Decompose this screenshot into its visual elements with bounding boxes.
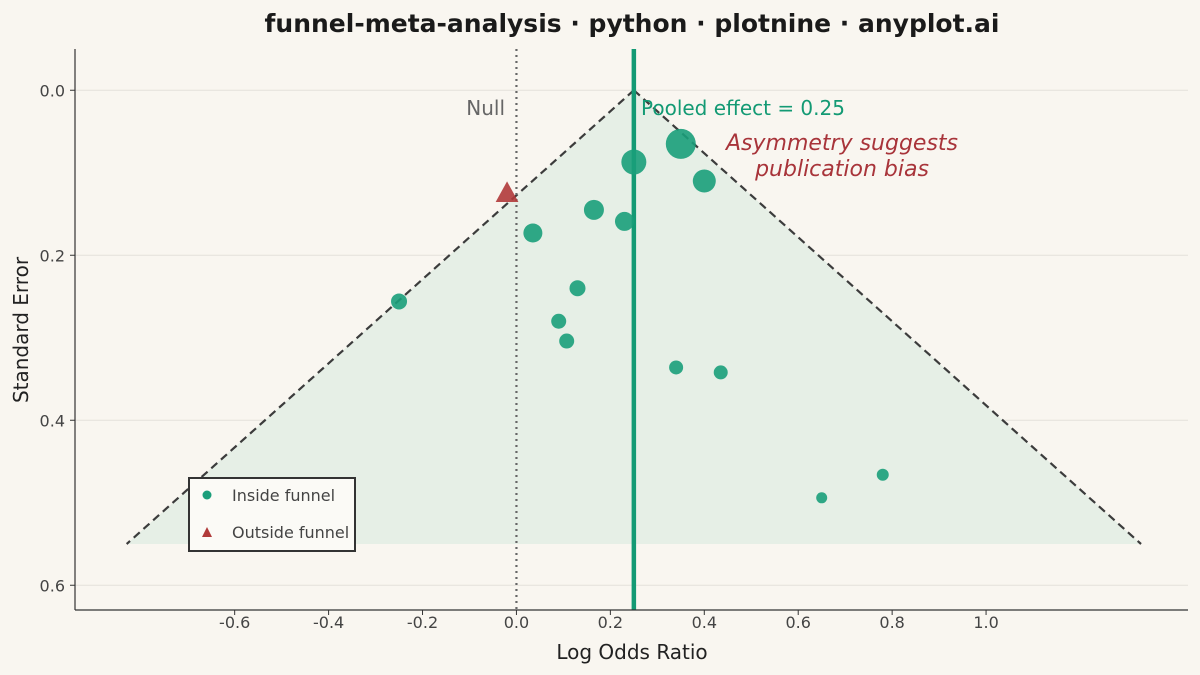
- x-tick-label-4: 0.2: [598, 613, 623, 632]
- x-tick-label-1: -0.4: [313, 613, 344, 632]
- x-tick-label-3: 0.0: [504, 613, 529, 632]
- funnel-left-boundary: [125, 89, 635, 545]
- legend: Inside funnel Outside funnel: [188, 477, 356, 552]
- y-axis-title: Standard Error: [9, 256, 33, 403]
- inside-funnel-point-9: [559, 333, 575, 349]
- inside-funnel-point-11: [713, 365, 728, 380]
- study-points: [391, 128, 889, 504]
- inside-funnel-point-12: [876, 468, 889, 481]
- reference-lines: [515, 49, 637, 610]
- bias-annotation-line-2: publication bias: [754, 157, 929, 182]
- chart-title: funnel-meta-analysis · python · plotnine…: [265, 9, 1000, 38]
- x-tick-label-8: 1.0: [973, 613, 998, 632]
- inside-funnel-point-6: [569, 280, 586, 297]
- x-tick-label-6: 0.6: [785, 613, 810, 632]
- inside-funnel-point-1: [621, 149, 647, 175]
- pooled-effect-annotation: Pooled effect = 0.25: [641, 96, 845, 120]
- inside-funnel-point-8: [551, 313, 567, 329]
- inside-funnel-point-2: [692, 169, 716, 193]
- inside-funnel-point-3: [583, 199, 604, 220]
- axes: [74, 49, 1188, 611]
- inside-funnel-point-0: [665, 128, 696, 159]
- x-axis-title: Log Odds Ratio: [556, 640, 707, 664]
- inside-funnel-point-4: [614, 211, 634, 231]
- y-tick-label-2: 0.4: [40, 411, 65, 430]
- legend-box: [188, 477, 356, 552]
- bias-annotation-line-1: Asymmetry suggests: [724, 131, 958, 156]
- y-axis-ticks: 0.0 0.2 0.4 0.6: [40, 81, 75, 595]
- outside-funnel-point-0: [495, 181, 519, 203]
- legend-label-outside: Outside funnel: [232, 523, 349, 542]
- y-tick-label-3: 0.6: [40, 576, 65, 595]
- y-tick-label-1: 0.2: [40, 246, 65, 265]
- x-tick-label-7: 0.8: [879, 613, 904, 632]
- y-tick-label-0: 0.0: [40, 81, 65, 100]
- funnel-right-boundary: [633, 89, 1142, 545]
- inside-funnel-point-7: [391, 293, 408, 310]
- inside-funnel-point-13: [816, 492, 828, 504]
- x-tick-label-5: 0.4: [692, 613, 717, 632]
- legend-label-inside: Inside funnel: [232, 486, 335, 505]
- null-annotation: Null: [466, 96, 505, 120]
- x-tick-label-2: -0.2: [407, 613, 438, 632]
- x-tick-label-0: -0.6: [219, 613, 250, 632]
- inside-funnel-point-5: [523, 223, 543, 243]
- legend-triangle-icon: [202, 527, 212, 537]
- inside-funnel-point-10: [669, 360, 684, 375]
- legend-circle-icon: [202, 490, 212, 500]
- x-axis-ticks: -0.6 -0.4 -0.2 0.0 0.2 0.4 0.6 0.8 1.0: [219, 610, 999, 632]
